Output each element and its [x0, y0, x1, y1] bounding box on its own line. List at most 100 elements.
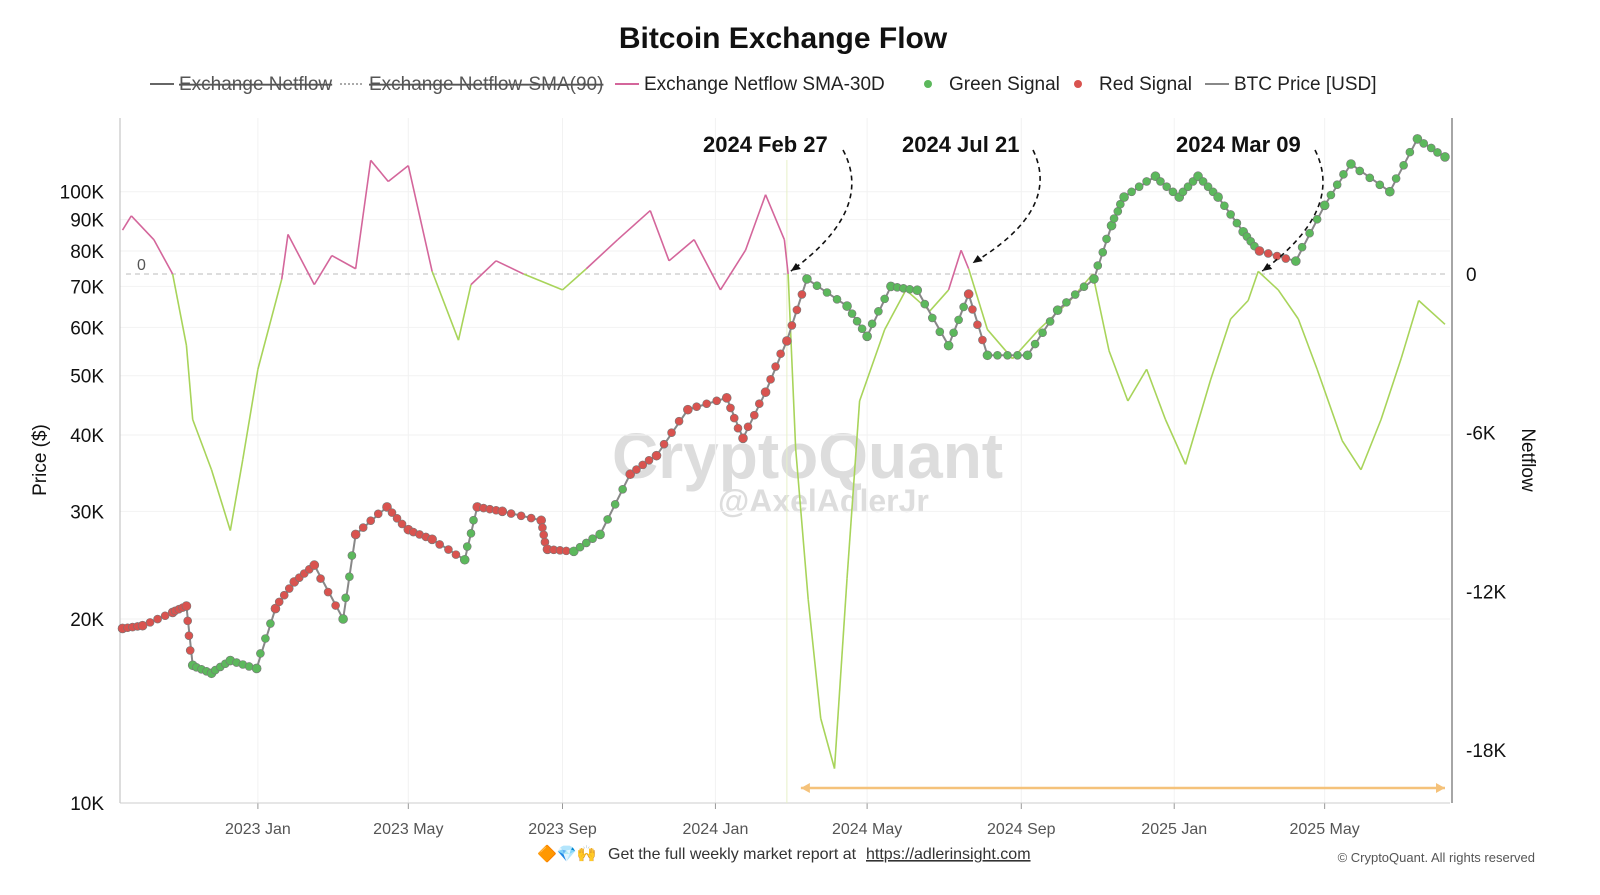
right-tick-label: -6K	[1466, 424, 1496, 445]
netflow-segment	[1108, 350, 1129, 402]
green-signal-dot	[1098, 247, 1108, 257]
green-signal-dot	[1346, 159, 1356, 169]
green-signal-dot	[842, 301, 852, 311]
green-signal-dot	[1213, 192, 1223, 202]
netflow-segment	[370, 159, 389, 182]
red-signal-dot	[632, 465, 641, 474]
range-arrowhead-right	[1435, 783, 1445, 793]
netflow-segment	[960, 249, 970, 270]
netflow-segment	[744, 194, 767, 251]
green-signal-dot	[1291, 256, 1301, 266]
green-signal-dot	[251, 663, 262, 674]
netflow-segment	[585, 239, 619, 270]
red-signal-dot	[435, 540, 444, 549]
netflow-segment	[153, 239, 174, 275]
netflow-segment	[787, 274, 797, 449]
green-signal-dot	[847, 309, 857, 318]
green-signal-dot	[862, 331, 872, 342]
left-tick-label: 60K	[70, 318, 104, 339]
red-signal-dot	[350, 529, 361, 540]
green-signal-dot	[1156, 177, 1165, 186]
netflow-segment	[1145, 368, 1167, 420]
red-signal-dot	[692, 402, 701, 412]
left-tick-label: 30K	[70, 502, 104, 523]
series	[117, 134, 1450, 803]
red-signal-dot	[516, 511, 526, 521]
annotations: 2024 Feb 27 2024 Jul 21 2024 Mar 09	[703, 132, 1445, 793]
green-signal-dot	[857, 324, 867, 334]
right-axis-label: Netflow	[1517, 428, 1538, 492]
green-signal-dot	[1232, 218, 1242, 228]
green-signal-dot	[1109, 214, 1119, 223]
legend[interactable]: Exchange Netflow Exchange Netflow-SMA(90)…	[150, 74, 1377, 95]
red-signal-dot	[181, 601, 192, 611]
green-signal-dot	[943, 340, 954, 351]
axes: 10K 20K 30K 40K 50K 60K 70K 80K 90K 100K 0 -6K -12K -…	[60, 118, 1506, 838]
red-signal-dot	[366, 516, 376, 525]
green-signal-dot	[1062, 298, 1071, 307]
netflow-segment	[1400, 300, 1420, 359]
green-signal-dot	[588, 534, 597, 543]
annotation-label: 2024 Feb 27	[703, 132, 828, 157]
green-signal-dot	[1079, 282, 1089, 292]
red-signal-dot	[776, 349, 785, 359]
red-signal-dot	[538, 523, 547, 532]
annotation-arrow	[972, 149, 1041, 264]
green-signal-dot	[1339, 170, 1348, 179]
red-signal-dot	[667, 428, 676, 437]
netflow-segment	[191, 419, 213, 471]
red-signal-dot	[755, 399, 764, 408]
netflow-segment	[495, 260, 524, 275]
red-signal-dot	[659, 439, 669, 449]
green-signal-dot	[1116, 199, 1125, 209]
netflow-segment	[523, 273, 563, 291]
green-signal-dot	[256, 649, 265, 658]
netflow-segment	[967, 268, 989, 330]
netflow-segment	[185, 345, 194, 420]
green-signal-dot	[1038, 328, 1047, 338]
netflow-segment	[121, 215, 132, 231]
netflow-segment	[1316, 368, 1343, 441]
left-axis-label: Price ($)	[30, 424, 51, 496]
footer-link[interactable]: https://adlerinsight.com	[866, 846, 1031, 863]
red-signal-dot	[526, 513, 536, 523]
netflow-segment	[242, 369, 259, 460]
netflow-segment	[354, 160, 372, 269]
green-signal-dot	[959, 302, 968, 312]
netflow-segment	[833, 578, 848, 769]
red-signal-dot	[1254, 246, 1265, 256]
green-signal-dot	[1220, 201, 1229, 211]
green-signal-dot	[1226, 210, 1235, 219]
red-signal-dot	[160, 611, 170, 621]
btc-price-line	[122, 137, 1446, 675]
red-signal-dot	[358, 523, 368, 532]
red-signal-dot	[183, 616, 192, 626]
netflow-segment	[313, 255, 333, 286]
red-signal-dot	[787, 321, 797, 330]
green-signal-dot	[935, 327, 945, 337]
netflow-segment	[1127, 368, 1148, 402]
netflow-segment	[1091, 273, 1110, 351]
legend-label-5: BTC Price [USD]	[1234, 74, 1377, 95]
green-signal-dot	[575, 542, 585, 552]
green-signal-dot	[1013, 350, 1022, 360]
red-signal-dot	[506, 509, 516, 518]
red-signal-dot	[153, 614, 162, 624]
red-signal-dot	[331, 601, 340, 610]
netflow-segment	[649, 210, 670, 262]
green-signal-dot	[1052, 305, 1063, 315]
green-signal-dot	[832, 294, 842, 304]
green-signal-dot	[867, 319, 877, 329]
red-signal-dot	[792, 305, 802, 315]
green-signal-dot	[982, 350, 993, 361]
red-signal-dot	[963, 289, 974, 299]
netflow-segment	[171, 273, 188, 346]
green-signal-dot	[874, 307, 883, 316]
red-signal-dot	[978, 335, 987, 345]
netflow-segment	[858, 329, 886, 402]
green-signal-dot	[1365, 173, 1375, 183]
netflow-segment	[331, 254, 357, 270]
netflow-segment	[470, 260, 497, 286]
green-signal-dot	[618, 484, 627, 494]
